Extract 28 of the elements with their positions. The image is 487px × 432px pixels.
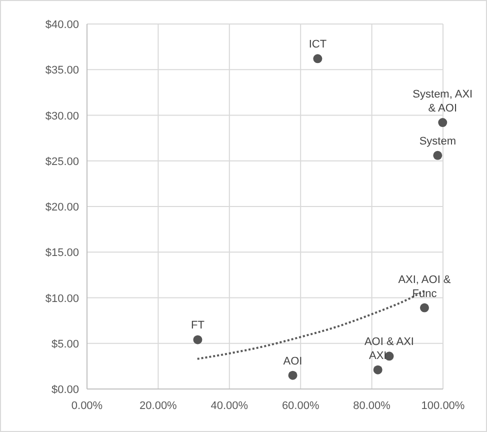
x-tick-label: 20.00%: [140, 400, 178, 412]
y-tick-label: $35.00: [45, 64, 79, 77]
y-tick-label: $5.00: [51, 338, 79, 350]
point: [433, 150, 442, 160]
y-tick-label: $25.00: [45, 156, 79, 168]
x-tick-label: 80.00%: [353, 400, 391, 412]
y-tick-label: $10.00: [45, 292, 79, 305]
point: [373, 365, 382, 374]
point: [438, 118, 448, 128]
y-tick-label: $30.00: [45, 110, 79, 122]
annotation: System, AXI & AOI: [412, 88, 473, 115]
y-tick-label: $0.00: [51, 384, 79, 396]
point: [313, 54, 322, 64]
point: [420, 303, 429, 312]
y-tick-label: $40.00: [45, 19, 79, 31]
annotation: FT: [190, 320, 205, 332]
x-tick-label: 40.00%: [210, 400, 248, 412]
annotation: AOI: [283, 355, 302, 368]
point: [288, 370, 298, 380]
annotation: ICT: [308, 38, 327, 51]
y-tick-label: $15.00: [45, 247, 79, 260]
x-tick-label: 100.00%: [421, 400, 465, 412]
annotation: System: [419, 135, 456, 148]
y-tick-label: $20.00: [45, 202, 79, 214]
point: [193, 335, 202, 344]
annotation: AOI & AXI: [364, 336, 414, 348]
x-tick-label: 60.00%: [282, 400, 320, 412]
x-tick-label: 0.00%: [71, 400, 103, 412]
